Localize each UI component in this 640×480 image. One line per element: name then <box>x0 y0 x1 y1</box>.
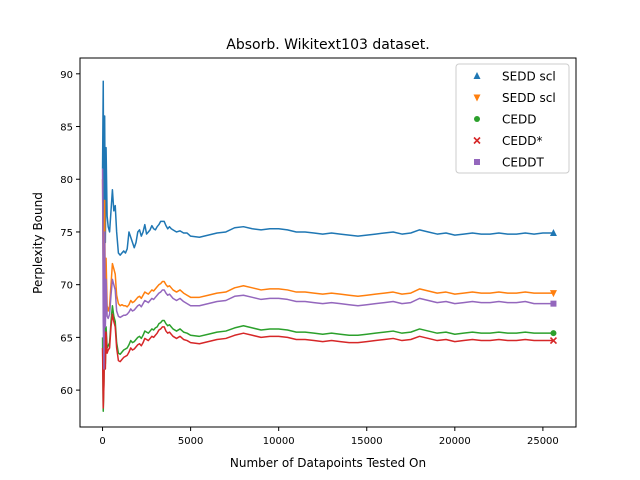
legend-label-4: CEDDT <box>502 156 544 170</box>
series-end-marker-2 <box>550 330 557 337</box>
y-tick-label: 80 <box>60 175 73 186</box>
y-tick-label: 90 <box>60 70 73 81</box>
series-end-marker-4 <box>550 300 557 307</box>
y-tick-label: 85 <box>60 123 73 134</box>
legend-box <box>455 63 570 174</box>
series-end-marker-1 <box>549 290 557 298</box>
series-line-0 <box>101 80 554 275</box>
legend-label-3: CEDD* <box>502 134 542 148</box>
x-tick-label: 15000 <box>351 436 383 447</box>
y-axis-ticks: 60 65 70 75 80 85 90 <box>60 70 80 397</box>
x-tick-label: 20000 <box>439 436 471 447</box>
y-tick-label: 70 <box>60 281 73 292</box>
x-tick-label: 0 <box>99 436 105 447</box>
x-tick-label: 10000 <box>263 436 295 447</box>
plot-area <box>101 80 558 412</box>
legend-marker-0 <box>473 72 481 79</box>
x-tick-label: 5000 <box>178 436 203 447</box>
legend-label-1: SEDD scl <box>502 91 556 105</box>
series-end-marker-3 <box>549 336 558 345</box>
legend-marker-2 <box>474 116 480 122</box>
y-tick-label: 65 <box>60 333 73 344</box>
x-tick-label: 25000 <box>527 436 559 447</box>
series-line-1 <box>101 179 554 349</box>
series-end-marker-0 <box>549 229 557 237</box>
series-line-3 <box>101 313 554 409</box>
legend-label-0: SEDD scl <box>502 70 556 84</box>
legend-label-2: CEDD <box>502 113 536 127</box>
x-axis-ticks: 0 5000 10000 15000 20000 25000 <box>99 427 559 447</box>
legend-marker-4 <box>474 159 480 165</box>
y-tick-label: 60 <box>60 386 73 397</box>
legend-marker-1 <box>473 94 481 102</box>
y-axis-label: Perplexity Bound <box>31 192 45 294</box>
legend-marker-3 <box>473 136 481 145</box>
x-axis-label: Number of Datapoints Tested On <box>230 456 426 470</box>
series-line-2 <box>101 305 554 412</box>
series-line-4 <box>101 168 554 370</box>
chart-title: Absorb. Wikitext103 dataset. <box>226 37 429 53</box>
legend: SEDD scl SEDD scl CEDD CEDD* CEDDT <box>455 63 570 174</box>
y-tick-label: 75 <box>60 228 73 239</box>
axes-frame <box>79 57 577 428</box>
